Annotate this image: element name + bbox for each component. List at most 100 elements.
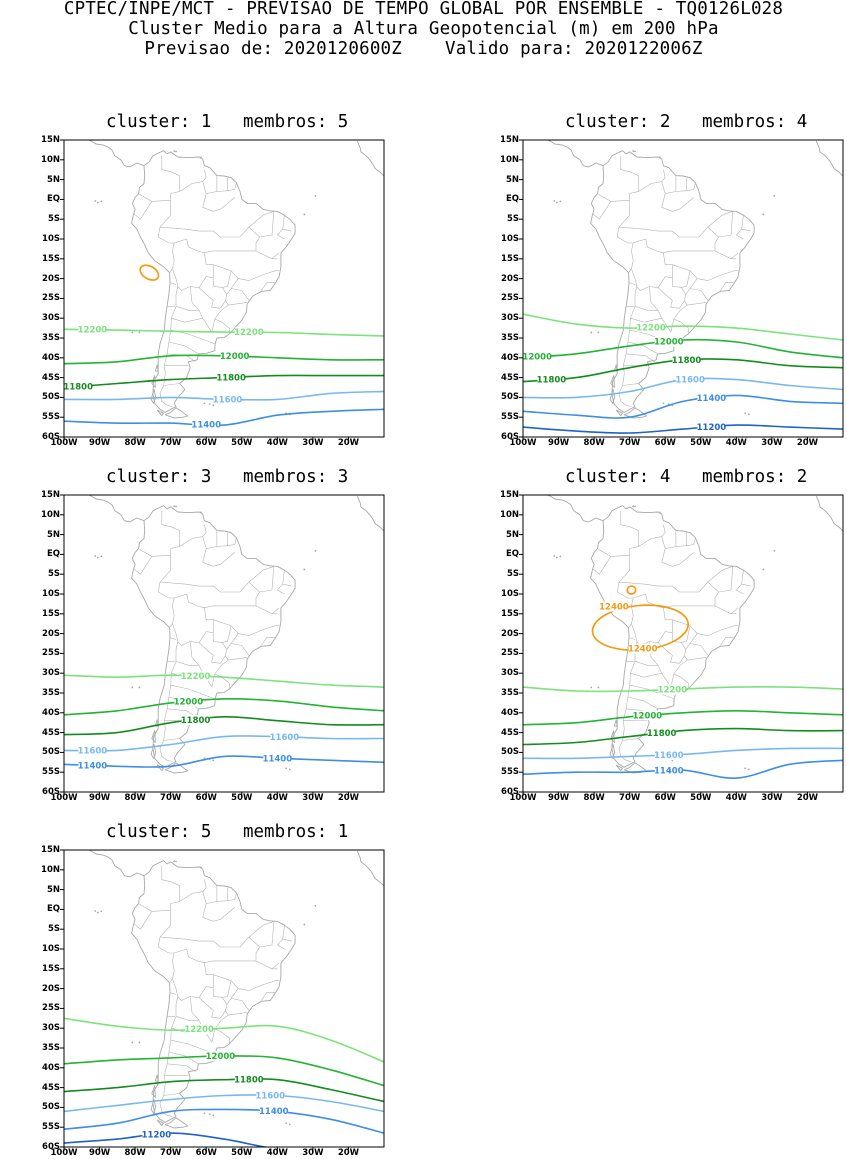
political-border [214, 300, 229, 320]
lat-label: EQ [46, 194, 60, 205]
political-border [675, 532, 687, 547]
island [96, 911, 99, 914]
contour-label-12200: 12200 [184, 1025, 214, 1035]
island [199, 511, 202, 514]
political-border [661, 605, 737, 615]
lon-label: 100W [50, 793, 78, 803]
political-border [179, 879, 207, 902]
lon-label: 40W [266, 793, 288, 803]
political-border [622, 738, 639, 741]
lon-label: 80W [124, 793, 146, 803]
lat-label: 40S [501, 707, 519, 718]
map-frame [522, 494, 844, 793]
political-border [673, 655, 688, 675]
political-border [170, 684, 216, 700]
coastline-chile-island [151, 1085, 156, 1098]
political-border [172, 268, 214, 291]
map-frame [63, 849, 385, 1148]
political-border [226, 278, 239, 295]
island [100, 910, 103, 913]
political-border [681, 270, 691, 288]
lon-label: 30W [302, 793, 324, 803]
political-border [638, 524, 666, 547]
political-border [133, 904, 153, 930]
contour-label-background [654, 749, 683, 760]
lon-label: 80W [583, 438, 605, 448]
contour-label-11600: 11600 [213, 395, 243, 405]
political-border [169, 992, 177, 995]
lat-label: 5S [506, 214, 519, 225]
coastline-south-america [590, 505, 755, 768]
island [175, 860, 177, 863]
political-border [720, 637, 735, 646]
island [131, 686, 134, 689]
lat-label: 55S [42, 767, 60, 778]
coastline-chile-island [150, 1099, 157, 1114]
lat-label: 60S [42, 432, 60, 442]
political-border [670, 673, 689, 689]
island [553, 200, 556, 202]
lat-label: 15S [42, 253, 60, 264]
coastline-chile-island [610, 375, 615, 388]
coastline-chile-island [150, 744, 157, 759]
island [632, 150, 635, 152]
contour-11400 [64, 408, 384, 427]
political-border [690, 288, 709, 301]
lon-label: 20W [796, 438, 819, 448]
lat-label: 30S [42, 313, 60, 324]
political-border [592, 194, 612, 220]
political-border [627, 696, 658, 710]
contour-label-background [676, 374, 705, 385]
political-border [171, 317, 203, 323]
political-border [592, 549, 612, 575]
island [559, 555, 562, 558]
contour-label-11800: 11800 [181, 716, 211, 726]
contour-label-12000: 12000 [654, 338, 684, 348]
political-border [163, 738, 180, 741]
contour-label-12200: 12200 [181, 672, 211, 682]
lon-label: 40W [725, 793, 747, 803]
lat-label: 45S [42, 372, 60, 383]
island [199, 156, 202, 159]
political-border [214, 1010, 229, 1030]
contour-12000 [523, 709, 843, 726]
contour-label-background [270, 731, 299, 742]
contour-label-background [181, 714, 210, 725]
lon-label: 30W [761, 793, 783, 803]
lat-label: 50S [42, 747, 60, 758]
island [138, 331, 141, 334]
lon-label: 30W [302, 438, 324, 448]
lon-label: 100W [50, 438, 78, 448]
political-border [276, 583, 285, 595]
coastline-chile-island [610, 730, 615, 743]
contour-label-11800: 11800 [537, 375, 567, 385]
political-border [616, 214, 634, 273]
lon-label: 80W [124, 1148, 146, 1158]
lat-label: 10S [42, 589, 60, 599]
contour-label-background [647, 727, 676, 738]
lat-label: 10S [501, 234, 519, 244]
political-border [228, 302, 248, 306]
political-border [202, 960, 278, 970]
political-border [259, 566, 275, 593]
island [303, 568, 306, 571]
map-canvas: 12200 12000 11800 11600 11400 12400 12400 [519, 494, 844, 796]
coastline-chile-island [615, 764, 624, 772]
contour-label-background [599, 601, 628, 612]
island [314, 904, 317, 907]
political-border [174, 948, 214, 988]
political-border [213, 974, 280, 991]
political-border [661, 193, 694, 212]
coastline-south-america [131, 860, 296, 1123]
political-border [741, 570, 751, 587]
political-border [228, 1012, 248, 1016]
map-panel-cluster-5: 12200 12000 11800 11600 11400 11200 15N 10N 5N EQ… [28, 841, 413, 1159]
island [94, 910, 97, 912]
coastline-chile-island [154, 719, 159, 727]
political-border [622, 383, 639, 386]
political-border [179, 169, 207, 192]
map-canvas: 12200 12000 11800 11600 11600 11400 11400 [60, 494, 385, 796]
island [100, 200, 103, 203]
political-border [159, 226, 260, 251]
map-canvas: 12200 12000 12000 11800 11800 11600 11400 11200 [519, 139, 844, 441]
